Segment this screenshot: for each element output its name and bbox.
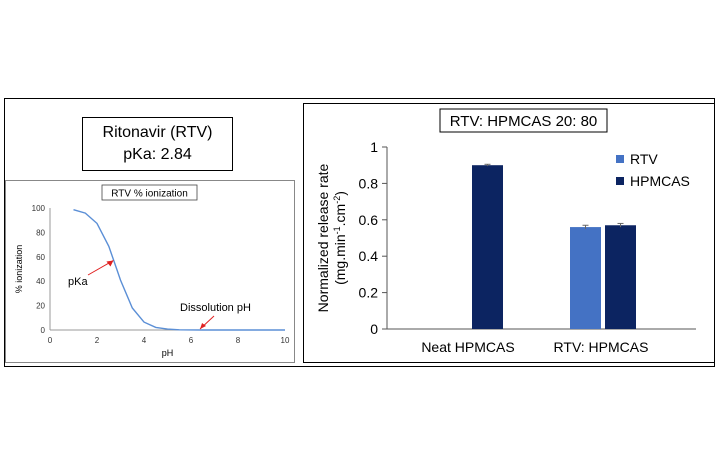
y-tick-label: 0.4 xyxy=(359,248,379,264)
chart-title: RTV % ionization xyxy=(111,189,188,200)
legend-swatch xyxy=(616,155,624,163)
y-tick-label: 100 xyxy=(32,204,46,213)
bar-hpmcas xyxy=(605,225,636,329)
x-tick-label: 2 xyxy=(95,336,100,345)
x-tick-label: 0 xyxy=(48,336,53,345)
x-tick-label: 10 xyxy=(281,336,290,345)
y-tick-label: 1 xyxy=(370,139,378,155)
category-label: RTV: HPMCAS xyxy=(554,339,649,355)
y-axis-label-line1: Normalized release rate xyxy=(315,163,331,312)
y-tick-label: 0.2 xyxy=(359,285,379,301)
y-axis-label-superscript: -2 xyxy=(332,196,342,204)
chart-title: RTV: HPMCAS 20: 80 xyxy=(450,113,598,130)
y-axis-label-superscript: -1 xyxy=(332,226,342,234)
category-label: Neat HPMCAS xyxy=(421,339,514,355)
y-tick-label: 0 xyxy=(370,321,378,337)
release-rate-chart: RTV: HPMCAS 20: 80 0 0.2 0.4 0.6 0.8 1 Normaliz… xyxy=(315,108,696,355)
compound-label-box: Ritonavir (RTV) pKa: 2.84 xyxy=(82,117,233,171)
y-tick-label: 0.6 xyxy=(359,212,379,228)
bar-hpmcas xyxy=(472,165,503,329)
y-axis-label-part: ) xyxy=(332,191,348,196)
y-tick-label: 0.8 xyxy=(359,175,379,191)
x-tick-label: 6 xyxy=(189,336,194,345)
y-axis-label-line2: (mg.min-1.cm-2) xyxy=(332,191,348,285)
y-tick-label: 60 xyxy=(36,253,45,262)
pka-arrow-head xyxy=(106,260,114,267)
y-tick-label: 40 xyxy=(36,277,45,286)
y-tick-label: 80 xyxy=(36,228,45,237)
legend-label: HPMCAS xyxy=(630,173,690,189)
pka-annotation: pKa xyxy=(68,276,88,288)
x-axis-label: pH xyxy=(162,348,174,358)
chart-title-box xyxy=(439,108,608,133)
legend-swatch xyxy=(616,177,624,185)
dissolution-ph-annotation: Dissolution pH xyxy=(180,302,251,314)
legend-label: RTV xyxy=(630,151,658,167)
ionization-curve xyxy=(73,209,285,331)
y-axis-label-part: .cm xyxy=(332,204,348,227)
bar-rtv xyxy=(570,227,601,329)
y-axis-label-part: (mg.min xyxy=(332,234,348,285)
x-tick-label: 8 xyxy=(236,336,241,345)
compound-pka: pKa: 2.84 xyxy=(123,146,192,163)
y-tick-label: 20 xyxy=(36,302,45,311)
x-tick-label: 4 xyxy=(142,336,147,345)
compound-name: Ritonavir (RTV) xyxy=(102,124,213,141)
y-tick-label: 0 xyxy=(41,326,46,335)
y-axis-label: % ionization xyxy=(14,245,24,294)
ionization-chart-panel: RTV % ionization 0 2 4 6 8 10 0 20 40 60 80 100 pH% i… xyxy=(5,180,295,363)
dissolution-arrow-head xyxy=(200,323,207,329)
chart-title-box xyxy=(101,184,198,201)
release-rate-chart-panel: RTV: HPMCAS 20: 80 0 0.2 0.4 0.6 0.8 1 Normaliz… xyxy=(303,103,715,363)
